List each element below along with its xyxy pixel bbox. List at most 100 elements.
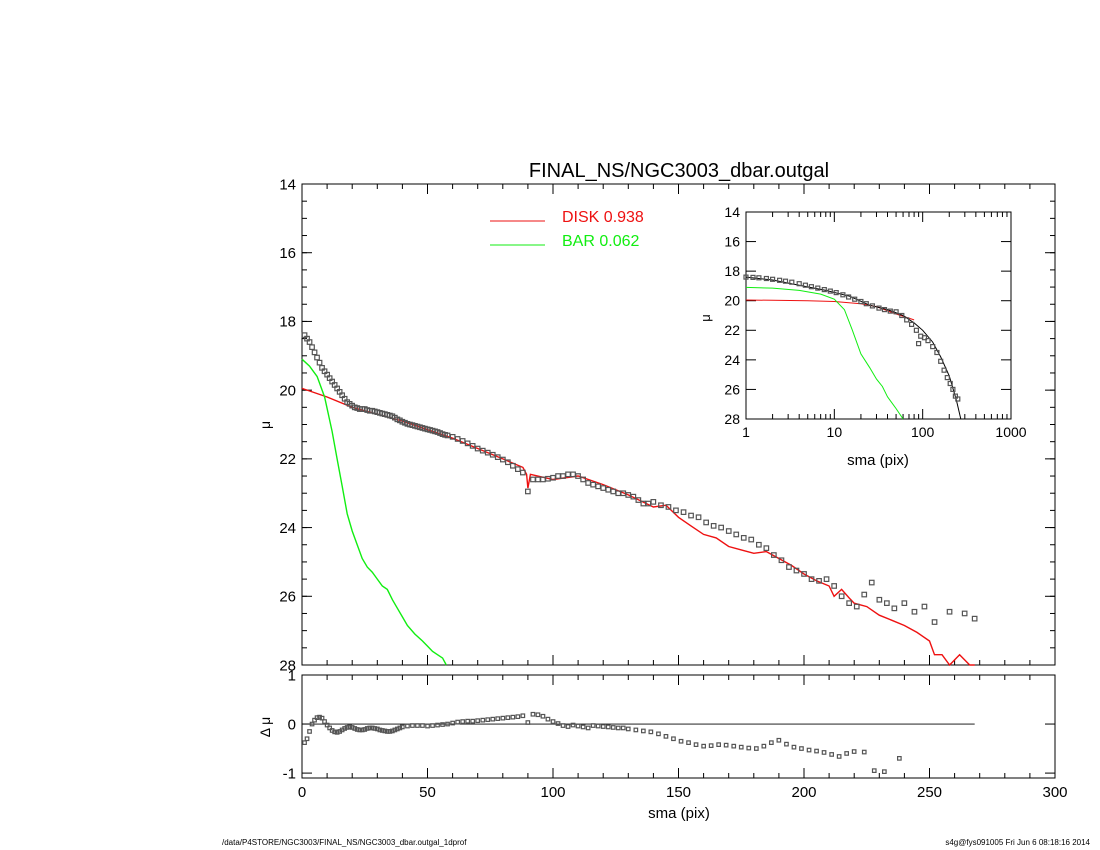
residual-data-point xyxy=(430,723,435,728)
main-ytick-label: 24 xyxy=(279,520,296,537)
main-ytick-label: 16 xyxy=(279,245,296,262)
residual-data-point xyxy=(387,729,393,734)
residual-data-point xyxy=(871,768,877,774)
main-data-point xyxy=(635,497,642,503)
footer-file-path: /data/P4STORE/NGC3003/FINAL_NS/NGC3003_d… xyxy=(222,838,467,847)
residual-data-point xyxy=(354,727,360,732)
residual-data-point xyxy=(633,727,639,733)
inset-data-point xyxy=(802,282,809,288)
residual-data-point xyxy=(314,715,320,721)
residual-data-point xyxy=(322,719,327,724)
main-data-point xyxy=(688,512,694,519)
residual-data-point xyxy=(349,725,355,730)
inset-x-axis-label: sma (pix) xyxy=(847,452,909,469)
main-data-point xyxy=(778,557,785,564)
inset-ytick-label: 14 xyxy=(724,204,740,220)
residual-data-point xyxy=(671,736,676,742)
residual-data-point xyxy=(575,723,581,729)
inset-data-point xyxy=(908,321,915,327)
legend-bar-label: BAR 0.062 xyxy=(562,233,639,250)
residual-data-point xyxy=(420,723,425,728)
residual-data-point xyxy=(302,740,307,746)
main-data-point xyxy=(971,615,978,622)
main-data-point xyxy=(891,605,898,612)
residual-data-point xyxy=(327,725,332,731)
main-data-point xyxy=(314,354,320,361)
inset-ytick-label: 22 xyxy=(724,322,740,338)
residual-data-point xyxy=(784,741,789,747)
inset-data-point xyxy=(827,288,833,294)
inset-data-point xyxy=(955,396,961,402)
inset-data-point xyxy=(876,305,882,311)
main-data-point xyxy=(931,619,938,625)
inset-data-point xyxy=(845,294,852,300)
residual-data-point xyxy=(731,743,737,749)
inset-data-point xyxy=(863,301,869,307)
main-data-point xyxy=(600,485,607,491)
main-data-point xyxy=(921,603,928,610)
main-data-point xyxy=(801,571,807,577)
inset-data-point xyxy=(808,284,815,290)
inset-data-point xyxy=(893,309,899,315)
main-data-point xyxy=(505,459,511,466)
inset-data-point xyxy=(769,276,776,282)
inset-data-point xyxy=(934,349,940,356)
inset-ytick-label: 24 xyxy=(724,352,740,368)
residual-data-point xyxy=(590,723,596,728)
main-series-group xyxy=(301,332,978,667)
residual-data-point xyxy=(397,725,403,731)
residual-data-point xyxy=(560,723,566,728)
residual-data-point xyxy=(307,729,312,734)
inset-data-point xyxy=(944,375,950,381)
residual-data-point xyxy=(761,743,767,749)
residual-ytick-label: 0 xyxy=(288,716,296,733)
main-data-point xyxy=(911,608,918,615)
main-data-point xyxy=(733,531,740,538)
inset-data-point xyxy=(789,279,795,285)
residual-data-point xyxy=(585,725,591,731)
inset-ytick-label: 26 xyxy=(724,381,740,397)
residual-data-point xyxy=(390,728,395,734)
residual-data-point xyxy=(380,728,385,733)
inset-xtick-label: 1000 xyxy=(995,424,1026,440)
inset-data-point xyxy=(840,292,846,298)
main-data-point xyxy=(946,608,953,615)
inset-data-point xyxy=(947,380,953,387)
residual-data-point xyxy=(369,725,375,731)
main-data-point xyxy=(868,579,875,586)
residual-data-point xyxy=(768,740,774,746)
main-data-point xyxy=(519,469,526,476)
main-data-point xyxy=(816,577,822,584)
residual-data-point xyxy=(342,726,347,731)
inset-data-point xyxy=(833,290,839,296)
main-data-point xyxy=(748,536,755,543)
residual-data-point xyxy=(455,719,460,725)
inset-ytick-label: 18 xyxy=(724,263,740,279)
main-data-point xyxy=(823,576,830,583)
main-data-point xyxy=(510,462,516,469)
main-data-point xyxy=(755,541,762,548)
main-data-point xyxy=(565,471,571,478)
inset-data-point xyxy=(852,296,858,302)
inset-data-point xyxy=(815,285,821,291)
residual-data-point xyxy=(332,729,337,735)
residual-data-point xyxy=(505,715,511,721)
residual-data-point xyxy=(535,712,541,718)
main-data-point xyxy=(444,432,451,439)
residual-data-point xyxy=(525,720,531,725)
main-data-point xyxy=(524,488,531,495)
main-data-point xyxy=(861,591,868,598)
inset-data-point xyxy=(915,341,922,347)
residual-data-point xyxy=(829,752,835,757)
main-data-point xyxy=(740,534,747,541)
main-data-point xyxy=(763,545,770,552)
inset-plot-panel: 14 16 18 20 22 24 26 281 10 100 1000 μ sma (pix) xyxy=(698,204,1027,469)
residual-data-point xyxy=(738,744,744,750)
residual-data-point xyxy=(460,719,465,724)
residual-data-point xyxy=(309,721,315,727)
residual-data-point xyxy=(791,744,797,750)
main-data-point xyxy=(630,493,637,500)
residual-plot-frame xyxy=(301,674,1056,779)
